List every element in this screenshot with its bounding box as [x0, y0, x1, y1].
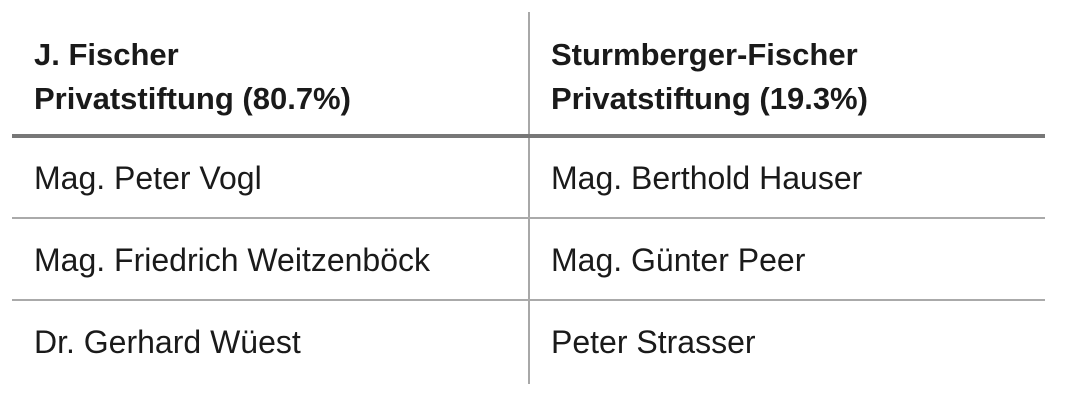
row-divider: [12, 217, 1045, 219]
table-cell: Peter Strasser: [551, 324, 756, 360]
header-col-2: Sturmberger-Fischer Privatstiftung (19.3%…: [551, 37, 868, 116]
header-col-1: J. Fischer Privatstiftung (80.7%): [34, 37, 351, 116]
column-divider: [528, 12, 530, 384]
table-cell: Mag. Friedrich Weitzenböck: [34, 242, 430, 278]
table-cell: Mag. Peter Vogl: [34, 160, 262, 196]
row-divider: [12, 299, 1045, 301]
header-divider: [12, 134, 1045, 138]
table-cell: Mag. Berthold Hauser: [551, 160, 863, 196]
table-cell: Dr. Gerhard Wüest: [34, 324, 301, 360]
table-cell: Mag. Günter Peer: [551, 242, 806, 278]
